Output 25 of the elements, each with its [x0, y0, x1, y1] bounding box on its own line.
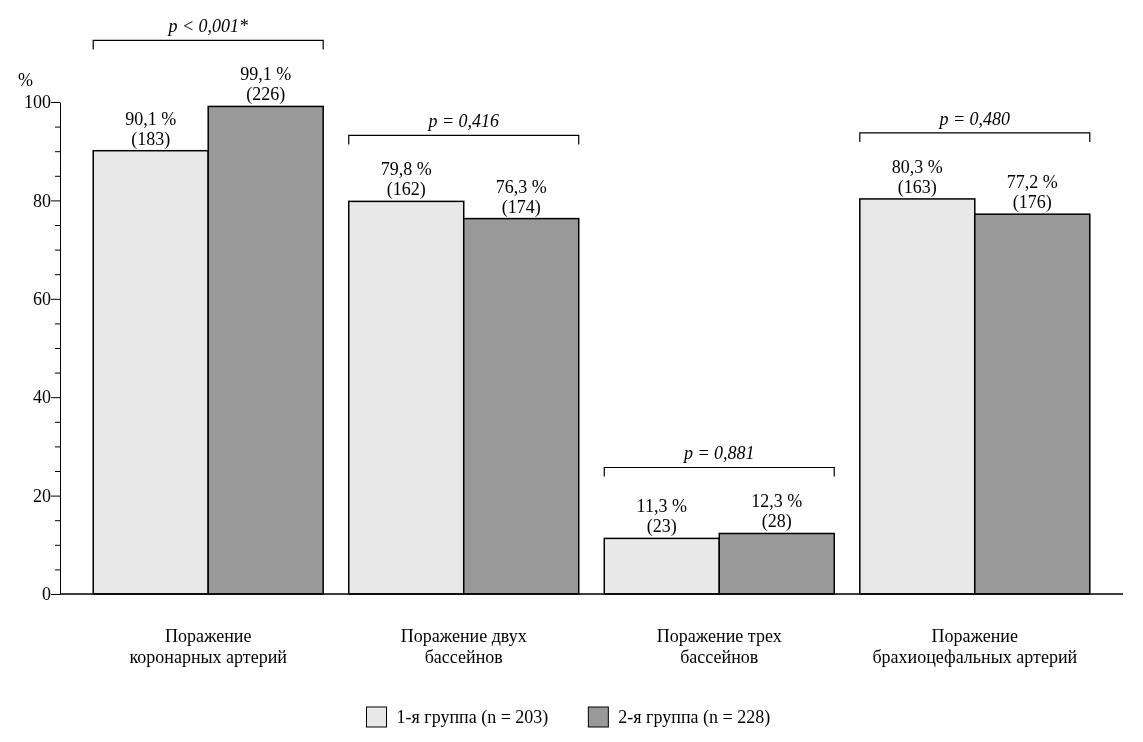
x-tick-label: Поражение коронарных артерий [129, 626, 288, 667]
annotation: p = 0,480 [937, 108, 1011, 129]
y-tick-label: 80 [33, 190, 51, 211]
y-tick-label: 100 [24, 92, 51, 113]
data-label: 79,8 % (162) [380, 159, 432, 201]
data-label: 80,3 % (163) [891, 156, 943, 198]
annotation: p = 0,416 [426, 111, 500, 132]
legend-label: 1-я группа (n = 203) [396, 707, 549, 728]
legend-label: 2-я группа (n = 228) [618, 707, 771, 728]
y-tick-label: 0 [42, 584, 51, 605]
y-tick-label: 20 [33, 485, 51, 506]
data-label: 12,3 % (28) [751, 491, 803, 533]
data-label: 76,3 % (174) [495, 176, 547, 218]
y-tick-label: 60 [33, 289, 51, 310]
data-label: 11,3 % (23) [636, 496, 687, 538]
y-tick-label: 40 [33, 387, 51, 408]
data-label: 90,1 % (183) [125, 108, 177, 150]
text: p < 0,001* [166, 16, 249, 37]
x-tick-label: Поражение трех бассейнов [656, 626, 782, 667]
x-tick-label: Поражение брахиоцефальных артерий [872, 626, 1078, 667]
annotation: p = 0,881 [681, 443, 755, 464]
data-label: 99,1 % (226) [240, 64, 292, 106]
y-axis-title: % [18, 70, 33, 90]
x-tick-label: Поражение двух бассейнов [400, 626, 527, 667]
data-label: 77,2 % (176) [1006, 172, 1058, 214]
